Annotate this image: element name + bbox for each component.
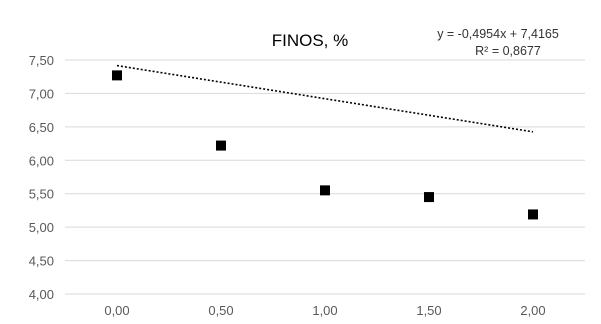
trendline-r-squared: R² = 0,8677: [475, 44, 541, 58]
y-tick-label: 5,50: [29, 187, 54, 202]
y-tick-label: 4,50: [29, 254, 54, 269]
x-tick-label: 2,00: [520, 303, 545, 318]
y-axis-tick-labels: 4,00 4,50 5,00 5,50 6,00 6,50 7,00 7,50: [29, 53, 54, 302]
y-tick-label: 7,50: [29, 53, 54, 68]
trendline-equation: y = -0,4954x + 7,4165: [437, 27, 559, 41]
y-tick-label: 6,00: [29, 153, 54, 168]
x-tick-label: 0,50: [208, 303, 233, 318]
y-tick-label: 7,00: [29, 86, 54, 101]
data-points: [112, 70, 538, 220]
data-point: [424, 192, 434, 203]
x-tick-label: 1,50: [416, 303, 441, 318]
data-point: [216, 140, 226, 151]
data-point: [112, 70, 122, 81]
y-tick-label: 4,00: [29, 287, 54, 302]
x-axis-tick-labels: 0,00 0,50 1,00 1,50 2,00: [104, 303, 545, 318]
trendline: [116, 64, 534, 133]
data-point: [320, 185, 330, 196]
y-tick-label: 5,00: [29, 220, 54, 235]
x-tick-label: 1,00: [312, 303, 337, 318]
data-point: [528, 209, 538, 220]
y-tick-label: 6,50: [29, 120, 54, 135]
chart-title: FINOS, %: [272, 31, 349, 50]
gridlines: [65, 59, 585, 295]
x-tick-label: 0,00: [104, 303, 129, 318]
